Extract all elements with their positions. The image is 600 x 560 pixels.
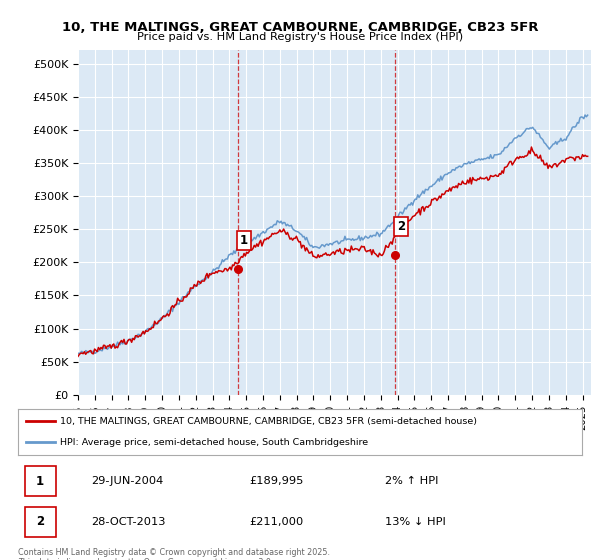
Text: Contains HM Land Registry data © Crown copyright and database right 2025.
This d: Contains HM Land Registry data © Crown c… — [18, 548, 330, 560]
Text: 1: 1 — [36, 474, 44, 488]
Text: HPI: Average price, semi-detached house, South Cambridgeshire: HPI: Average price, semi-detached house,… — [60, 438, 368, 447]
Text: 1: 1 — [240, 234, 248, 247]
FancyBboxPatch shape — [25, 466, 56, 496]
FancyBboxPatch shape — [25, 507, 56, 537]
Text: 10, THE MALTINGS, GREAT CAMBOURNE, CAMBRIDGE, CB23 5FR: 10, THE MALTINGS, GREAT CAMBOURNE, CAMBR… — [62, 21, 538, 34]
Text: 2% ↑ HPI: 2% ↑ HPI — [385, 476, 438, 486]
Text: Price paid vs. HM Land Registry's House Price Index (HPI): Price paid vs. HM Land Registry's House … — [137, 32, 463, 43]
Text: £211,000: £211,000 — [249, 517, 304, 527]
Text: 28-OCT-2013: 28-OCT-2013 — [91, 517, 166, 527]
Text: 2: 2 — [397, 220, 405, 233]
Text: £189,995: £189,995 — [249, 476, 304, 486]
Text: 2: 2 — [36, 515, 44, 529]
Text: 13% ↓ HPI: 13% ↓ HPI — [385, 517, 445, 527]
Text: 10, THE MALTINGS, GREAT CAMBOURNE, CAMBRIDGE, CB23 5FR (semi-detached house): 10, THE MALTINGS, GREAT CAMBOURNE, CAMBR… — [60, 417, 478, 426]
Text: 29-JUN-2004: 29-JUN-2004 — [91, 476, 164, 486]
